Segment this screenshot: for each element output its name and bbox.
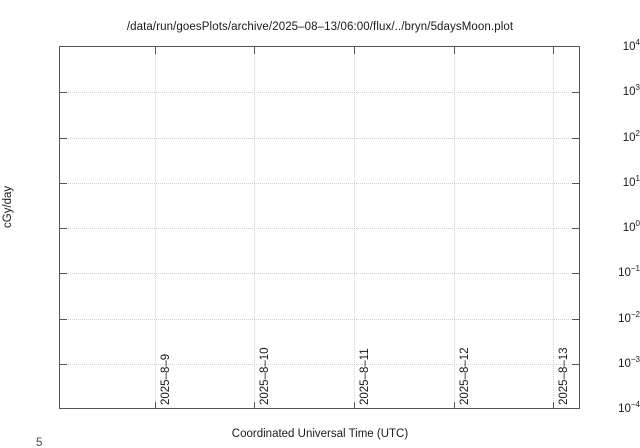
grid-line-horizontal <box>60 92 579 94</box>
x-tick-mark <box>354 47 355 54</box>
y-tick-mark <box>572 318 579 320</box>
chart-title: /data/run/goesPlots/archive/2025–08–13/0… <box>126 21 514 33</box>
grid-line-horizontal <box>60 228 579 229</box>
x-tick-mark <box>454 47 455 54</box>
y-tick-mark <box>572 273 579 275</box>
grid-line-vertical <box>155 47 156 409</box>
y-tick-label: 10−2 <box>618 309 640 325</box>
y-tick-label: 100 <box>622 219 640 234</box>
y-tick-mark <box>572 363 579 365</box>
x-tick-mark <box>454 402 455 409</box>
grid-line-vertical <box>354 47 355 409</box>
y-tick-label: 10−4 <box>618 400 640 415</box>
grid-line-vertical <box>254 47 255 409</box>
x-tick-mark <box>254 47 255 54</box>
y-tick-mark <box>60 92 67 94</box>
grid-line-horizontal <box>60 318 579 320</box>
y-tick-label: 102 <box>622 128 640 144</box>
y-tick-mark <box>572 92 579 94</box>
x-tick-mark <box>354 402 355 409</box>
y-axis-title: cGy/day <box>2 185 14 228</box>
grid-line-horizontal <box>60 363 579 365</box>
y-tick-mark <box>572 228 579 229</box>
grid-line-vertical <box>553 47 554 409</box>
y-tick-label: 103 <box>622 83 640 99</box>
grid-line-horizontal <box>60 182 579 184</box>
grid-line-horizontal <box>60 137 579 139</box>
y-tick-label: 104 <box>622 38 640 53</box>
y-tick-mark <box>60 273 67 275</box>
x-tick-mark <box>254 402 255 409</box>
y-tick-mark <box>572 182 579 184</box>
plot-area-frame <box>59 46 580 409</box>
y-tick-label: 101 <box>622 173 640 189</box>
y-tick-label: 10−1 <box>618 264 640 280</box>
grid-line-vertical <box>454 47 455 409</box>
y-tick-mark <box>60 318 67 320</box>
grid-line-horizontal <box>60 273 579 275</box>
x-axis-title: Coordinated Universal Time (UTC) <box>231 428 409 440</box>
y-tick-label: 10−3 <box>618 354 640 370</box>
x-tick-mark <box>553 47 554 54</box>
y-tick-mark <box>60 137 67 139</box>
x-tick-mark <box>155 402 156 409</box>
y-tick-mark <box>572 137 579 139</box>
y-tick-mark <box>60 182 67 184</box>
x-tick-mark <box>155 47 156 54</box>
x-tick-mark <box>553 402 554 409</box>
clipped-bottom-label: 5 <box>36 437 43 448</box>
y-tick-mark <box>60 363 67 365</box>
y-tick-mark <box>60 228 67 229</box>
